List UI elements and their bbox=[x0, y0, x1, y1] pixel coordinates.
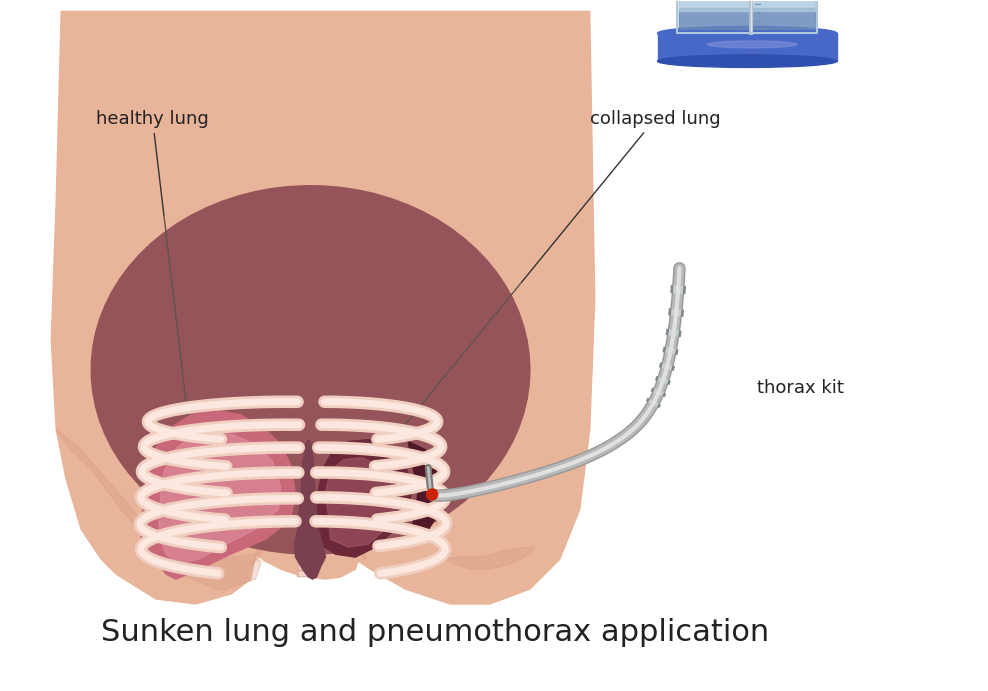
Polygon shape bbox=[256, 524, 361, 579]
Polygon shape bbox=[298, 551, 316, 554]
Polygon shape bbox=[91, 186, 530, 554]
Polygon shape bbox=[56, 430, 251, 594]
Circle shape bbox=[427, 489, 438, 500]
Ellipse shape bbox=[658, 55, 837, 68]
Polygon shape bbox=[296, 550, 318, 555]
Polygon shape bbox=[56, 430, 161, 545]
Polygon shape bbox=[315, 439, 412, 557]
Polygon shape bbox=[298, 530, 316, 533]
Polygon shape bbox=[253, 529, 271, 564]
Text: healthy lung: healthy lung bbox=[96, 110, 208, 482]
Polygon shape bbox=[298, 572, 316, 575]
Text: thorax kit: thorax kit bbox=[757, 379, 844, 397]
Polygon shape bbox=[146, 545, 261, 591]
Polygon shape bbox=[296, 564, 318, 569]
Polygon shape bbox=[294, 439, 325, 579]
Polygon shape bbox=[296, 529, 318, 534]
Polygon shape bbox=[678, 0, 817, 33]
Polygon shape bbox=[296, 543, 318, 548]
Polygon shape bbox=[296, 557, 318, 562]
Polygon shape bbox=[51, 11, 595, 604]
Ellipse shape bbox=[658, 26, 837, 40]
Polygon shape bbox=[298, 558, 316, 561]
Text: collapsed lung: collapsed lung bbox=[363, 110, 720, 477]
Polygon shape bbox=[159, 432, 281, 564]
Polygon shape bbox=[298, 565, 316, 568]
Polygon shape bbox=[141, 410, 295, 579]
Polygon shape bbox=[658, 33, 837, 61]
Polygon shape bbox=[325, 457, 395, 547]
Polygon shape bbox=[298, 537, 316, 540]
Ellipse shape bbox=[707, 41, 797, 48]
Polygon shape bbox=[680, 0, 815, 11]
Polygon shape bbox=[298, 545, 316, 547]
Polygon shape bbox=[296, 571, 318, 576]
Polygon shape bbox=[446, 547, 535, 569]
Polygon shape bbox=[408, 442, 443, 545]
Text: Sunken lung and pneumothorax application: Sunken lung and pneumothorax application bbox=[101, 618, 770, 647]
Polygon shape bbox=[296, 536, 318, 541]
Polygon shape bbox=[680, 8, 815, 29]
Polygon shape bbox=[76, 173, 544, 566]
Polygon shape bbox=[351, 534, 366, 559]
Polygon shape bbox=[440, 430, 590, 589]
